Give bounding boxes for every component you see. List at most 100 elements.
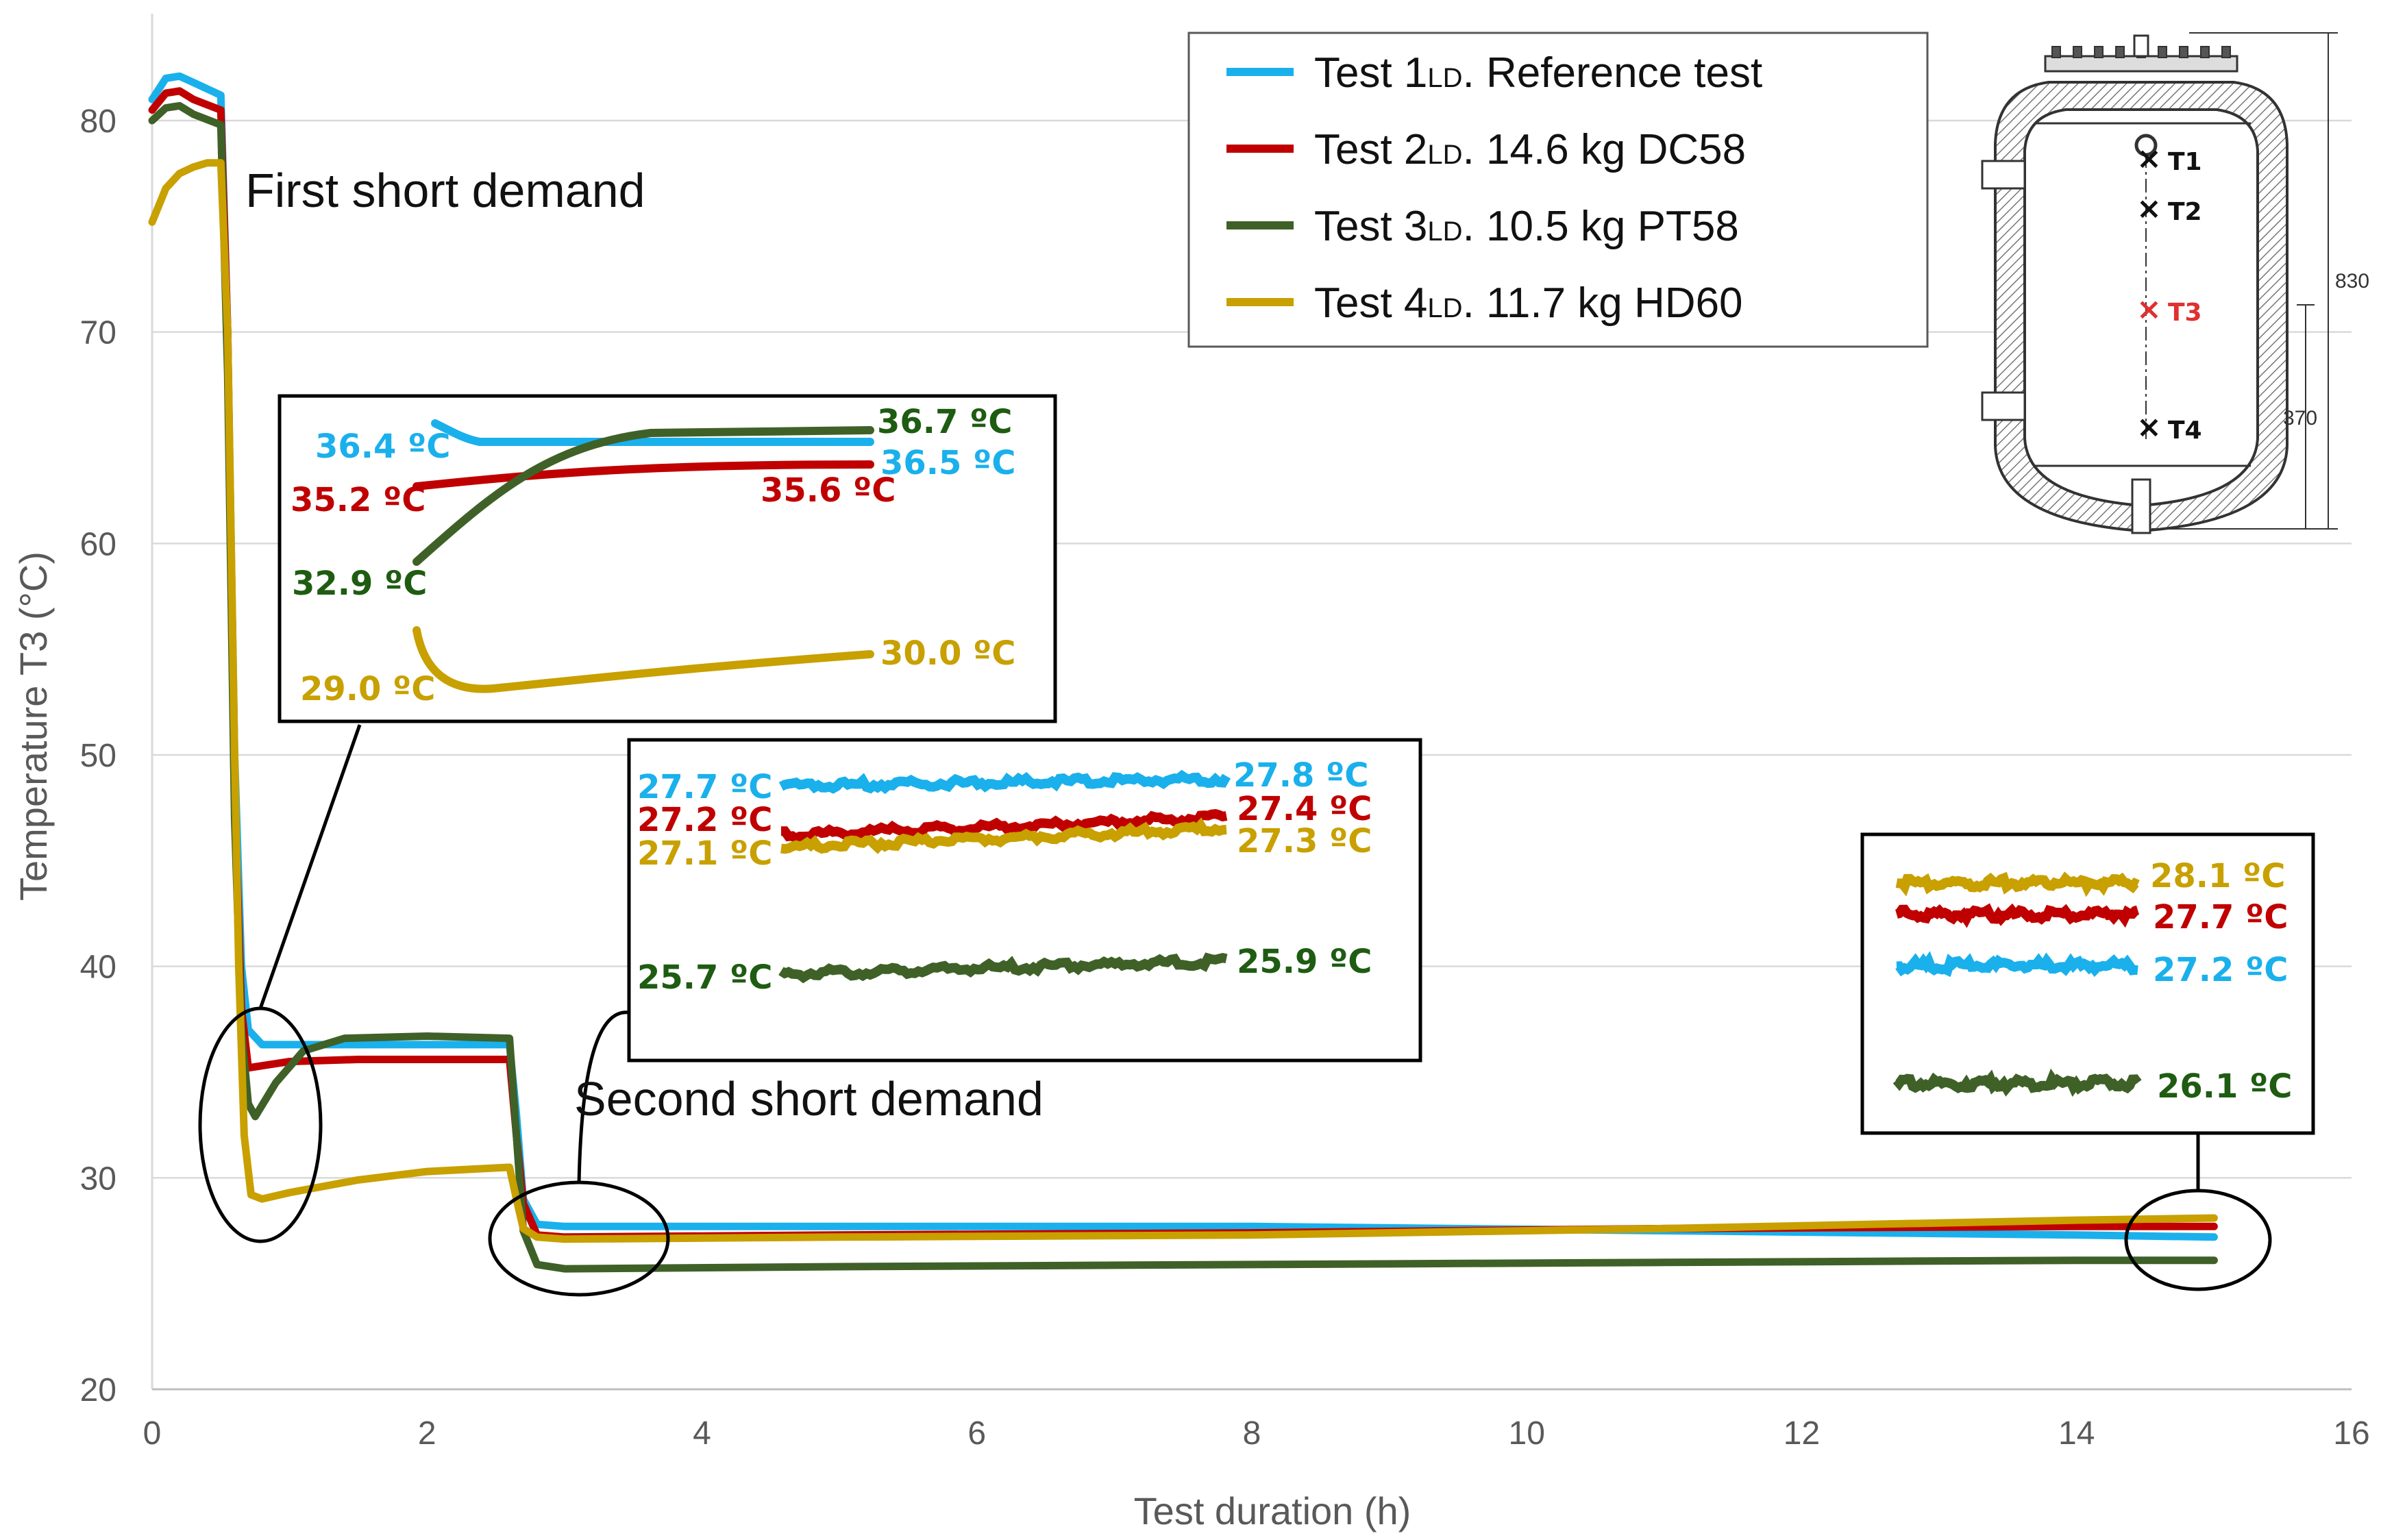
tank-sensor-label: T2 [2168,198,2202,226]
annotation-second-demand: Second short demand [574,1072,1044,1126]
x-tick-label: 0 [143,1415,162,1452]
inset2-label: 27.1 ºC [637,834,772,873]
inset2-label: 25.7 ºC [637,958,772,997]
y-tick-label: 60 [80,526,116,562]
annotation-first-demand: First short demand [245,164,645,217]
inset-layer [277,394,2315,1135]
legend-box [1187,32,1929,348]
tank-top-port [2133,34,2149,58]
legend-rest: . 14.6 kg DC58 [1463,126,1747,173]
series-line-1 [148,72,2218,1241]
y-tick-label: 50 [80,738,116,774]
legend-sub: LD [1427,63,1462,93]
y-tick-label: 80 [80,103,116,140]
inset2-line-red [780,808,1228,844]
inset3-line-gold [1895,871,2140,897]
legend-label-4: Test 4LD. 11.7 kg HD60 [1314,280,1743,327]
inset3-line-green [1892,1068,2142,1097]
inset1-label: 36.4 ºC [315,427,450,466]
tank-sensor-mark: × [2136,410,2162,445]
tank-lid [2044,55,2238,73]
inset3-line-red [1895,903,2140,928]
y-tick-label: 20 [80,1372,116,1408]
y-axis-title: Temperature T3 (°C) [12,551,55,901]
inset1-label: 32.9 ºC [292,564,427,603]
legend-sub: LD [1427,216,1462,247]
inset2-line-gold [780,817,1227,854]
series-line-4 [148,159,2218,1243]
legend-sub: LD [1427,293,1462,323]
tank-bolt [2073,46,2082,58]
inset3-label: 27.2 ºC [2153,951,2288,989]
ellipse-layer [198,724,2272,1297]
dim-label-830: 830 [2335,270,2369,293]
inset-box-2 [627,738,1422,1063]
inset2-label: 27.7 ºC [637,768,772,806]
legend-name: Test 2 [1314,126,1427,173]
x-tick-label: 14 [2058,1415,2095,1452]
tank-sensor-label: T4 [2168,417,2202,445]
tank-sensor-label: T1 [2168,148,2202,176]
y-tick-label: 70 [80,315,116,351]
series-layer [148,72,2218,1273]
tank-bolt [2051,46,2061,58]
x-tick-label: 10 [1509,1415,1545,1452]
inset1-line-red [412,460,874,490]
legend-name: Test 3 [1314,203,1427,250]
legend-name: Test 4 [1314,280,1427,327]
legend-rest: . 11.7 kg HD60 [1463,280,1743,327]
connector-line-1 [258,724,362,1009]
tank-bolt [2158,46,2167,58]
tank-sensor-mark: × [2136,191,2162,226]
inset1-label: 35.2 ºC [291,481,425,519]
tank-bolt [2115,46,2125,58]
legend-rest: . 10.5 kg PT58 [1463,203,1739,250]
x-tick-label: 12 [1784,1415,1820,1452]
inset3-label: 27.7 ºC [2153,898,2288,936]
x-tick-label: 2 [418,1415,436,1452]
tank-port-lower [1981,391,2026,421]
series-line-3 [148,101,2218,1273]
tank-bolt [2179,46,2188,58]
tank-sensor-label: T3 [2168,299,2202,327]
inset2-label: 27.8 ºC [1233,756,1368,795]
y-tick-label: 40 [80,949,116,986]
legend-label-1: Test 1LD. Reference test [1314,49,1762,97]
legend-label-3: Test 3LD. 10.5 kg PT58 [1314,203,1739,250]
inset1-label: 35.6 ºC [761,471,896,510]
label-layer: First short demand Second short demand 36.… [245,164,2292,1126]
legend-rest: . Reference test [1463,49,1763,97]
inset2-label: 27.3 ºC [1237,822,1372,860]
tank-bolt [2200,46,2210,58]
inset1-line-gold [412,626,874,693]
inset2-line-blue [778,769,1231,795]
inset2-label: 27.4 ºC [1237,790,1372,828]
legend-name: Test 1 [1314,49,1427,97]
inset2-label: 27.2 ºC [637,801,772,839]
x-tick-label: 8 [1243,1415,1261,1452]
tank-bolt [2094,46,2104,58]
inset2-line-green [778,952,1228,984]
tank-sensor-mark: × [2136,292,2162,327]
x-tick-label: 6 [967,1415,986,1452]
inset1-label: 36.7 ºC [877,403,1012,441]
y-tick-label: 30 [80,1160,116,1197]
tank-bolt [2221,46,2231,58]
inset3-line-blue [1895,951,2138,978]
inset3-label: 28.1 ºC [2150,857,2285,895]
connector-line-2 [577,1010,630,1184]
legend-sub: LD [1427,140,1462,170]
x-tick-label: 16 [2333,1415,2369,1452]
tank-sensor-ring [2134,134,2158,157]
legend-label-2: Test 2LD. 14.6 kg DC58 [1314,126,1746,173]
dim-label-370: 370 [2283,407,2317,430]
tank-bottom-port [2131,478,2151,534]
tank-sensor-mark: × [2136,141,2162,176]
tick-layer: 20 30 40 50 60 70 80 0 2 4 6 8 10 12 14 16 Test duration… [12,103,2370,1532]
inset1-label: 29.0 ºC [300,670,435,708]
inset2-label: 25.9 ºC [1237,943,1372,981]
